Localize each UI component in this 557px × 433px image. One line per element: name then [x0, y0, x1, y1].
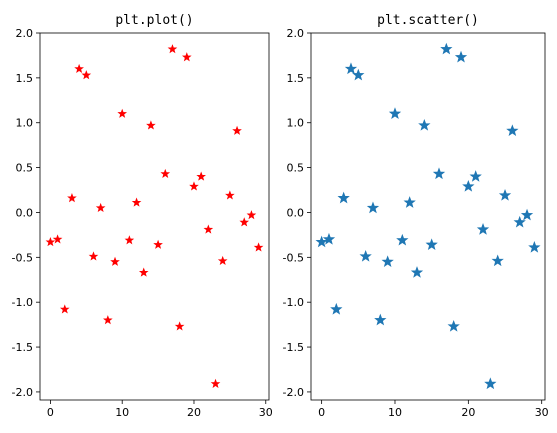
data-point-star: [352, 68, 365, 81]
data-point-star: [196, 171, 206, 181]
data-point-star: [337, 191, 350, 204]
data-point-star: [344, 62, 358, 75]
x-tick-label: 20: [461, 406, 475, 419]
right-chart-scatter: plt.scatter() 0 10 20 30 -2.0 -1.5 -1.0 -0.5 0.0…: [283, 13, 549, 419]
data-point-star: [253, 242, 264, 252]
data-point-star: [432, 167, 446, 180]
data-point-star: [396, 233, 409, 246]
data-point-star: [74, 63, 84, 73]
data-point-star: [484, 377, 497, 390]
y-tick-label: 2.0: [16, 27, 34, 40]
data-point-star: [359, 249, 372, 262]
data-point-star: [374, 313, 387, 326]
data-point-star: [388, 107, 402, 119]
chart-title: plt.scatter(): [377, 13, 479, 28]
data-point-star: [454, 50, 468, 63]
plot-area: [39, 32, 270, 401]
y-tick-label: -0.5: [283, 251, 304, 264]
data-point-star: [440, 42, 453, 55]
data-point-star: [462, 179, 475, 192]
data-point-star: [425, 238, 438, 250]
data-point-star: [167, 44, 178, 54]
x-tick-label: 0: [318, 406, 325, 419]
y-tick-label: 1.0: [16, 117, 34, 130]
data-point-star: [469, 170, 482, 182]
data-point-star: [181, 52, 192, 62]
y-tick-label: 0.0: [287, 206, 305, 219]
data-point-star: [124, 235, 135, 245]
data-point-star: [131, 197, 142, 207]
data-point-star: [217, 255, 228, 266]
y-tick-label: -1.5: [12, 341, 33, 354]
data-point-star: [447, 319, 460, 332]
y-tick-label: -2.0: [283, 386, 304, 399]
data-point-star: [232, 125, 242, 135]
data-point-star: [322, 232, 336, 245]
data-point-star: [203, 224, 214, 234]
data-point-star: [138, 267, 149, 277]
y-tick-label: -1.0: [12, 296, 33, 309]
data-point-star: [476, 223, 490, 235]
data-point-star: [81, 70, 92, 80]
chart-title: plt.plot(): [115, 13, 193, 28]
data-point-star: [52, 234, 63, 244]
y-tick-label: -2.0: [12, 386, 33, 399]
data-point-star: [506, 124, 519, 137]
data-point-star: [330, 302, 343, 315]
x-tick-label: 0: [47, 406, 54, 419]
data-point-star: [418, 118, 431, 131]
data-point-star: [103, 315, 113, 325]
y-tick-label: 0.0: [16, 206, 34, 219]
y-tick-label: -1.5: [283, 341, 304, 354]
data-point-star: [59, 304, 70, 314]
x-tick-label: 20: [187, 406, 201, 419]
data-point-star: [110, 256, 120, 266]
y-tick-label: 1.0: [287, 117, 305, 130]
data-point-star: [403, 196, 416, 208]
y-tick-label: 0.5: [16, 162, 34, 175]
y-tick-label: -0.5: [12, 251, 33, 264]
x-tick-label: 10: [115, 406, 129, 419]
data-point-star: [410, 266, 424, 278]
data-point-star: [67, 193, 77, 203]
data-point-star: [498, 188, 512, 201]
data-point-star: [174, 321, 185, 331]
data-point-star: [88, 251, 99, 261]
data-point-star: [210, 378, 221, 388]
data-point-star: [189, 181, 199, 191]
plot-area: [310, 32, 546, 401]
data-point-star: [239, 217, 250, 227]
data-point-star: [513, 215, 526, 228]
x-tick-label: 30: [535, 406, 549, 419]
y-tick-label: 1.5: [287, 72, 305, 85]
data-point-star: [366, 201, 380, 214]
data-point-star: [95, 202, 106, 213]
data-point-star: [315, 235, 328, 248]
data-point-star: [146, 120, 156, 130]
data-point-star: [246, 210, 257, 220]
data-point-star: [520, 208, 534, 221]
data-point-star: [528, 241, 541, 253]
x-tick-label: 10: [388, 406, 402, 419]
data-point-star: [117, 108, 128, 118]
left-chart-plot: plt.plot() 0 10 20 30 -2.0 -1.5 -1.0 -0.5 0.0 0.5…: [12, 13, 273, 419]
y-tick-label: 1.5: [16, 72, 34, 85]
data-point-star: [381, 255, 394, 268]
data-point-star: [45, 237, 56, 247]
y-tick-label: 0.5: [287, 162, 305, 175]
x-tick-label: 30: [259, 406, 273, 419]
data-point-star: [491, 254, 504, 267]
y-tick-label: 2.0: [287, 27, 305, 40]
data-point-star: [153, 239, 163, 249]
y-tick-label: -1.0: [283, 296, 304, 309]
data-point-star: [160, 168, 171, 178]
data-point-star: [225, 190, 235, 200]
